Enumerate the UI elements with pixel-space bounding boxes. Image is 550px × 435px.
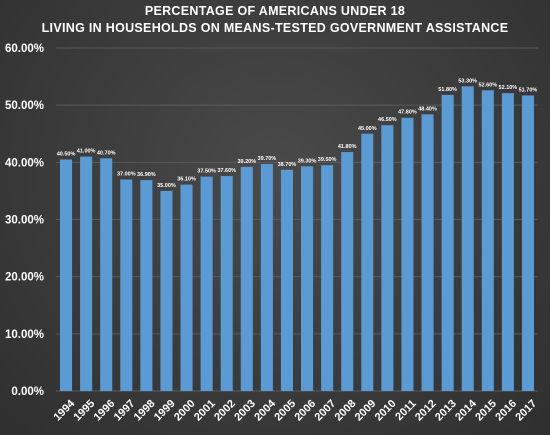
data-label-2013: 51.80% [438, 87, 457, 93]
y-axis-tick-labels: 0.00% 10.00% 20.00% 30.00% 40.00% 50.00% 60.00… [5, 43, 44, 398]
data-label-2017: 51.70% [519, 87, 538, 93]
bar-2001 [200, 176, 213, 391]
data-labels: 40.50% 41.00% 40.70% 37.00% 36.90%35.00%36.1… [57, 78, 538, 189]
x-tick-label-2011: 2011 [393, 398, 418, 423]
bar-2000 [180, 184, 193, 391]
x-tick-label-2014: 2014 [453, 397, 479, 423]
x-tick-label-2007: 2007 [313, 398, 339, 424]
bar-1997 [120, 179, 133, 391]
bar-2013 [441, 94, 454, 392]
x-tick-label-2013: 2013 [433, 398, 459, 424]
x-tick-label-2004: 2004 [252, 397, 278, 423]
x-tick-label-1995: 1995 [72, 398, 98, 424]
x-tick-label-1994: 1994 [51, 397, 77, 423]
data-label-2009: 45.00% [358, 126, 377, 132]
x-tick-label-2008: 2008 [333, 398, 359, 424]
data-label-2010: 46.50% [378, 117, 397, 123]
data-label-2007: 39.50% [318, 157, 337, 163]
y-tick-label: 40.00% [5, 157, 44, 169]
bar-1996 [100, 158, 113, 391]
bar-2007 [321, 165, 334, 391]
data-label-1999: 35.00% [157, 183, 176, 189]
data-label-2012: 48.40% [418, 106, 437, 112]
bar-2003 [240, 166, 253, 391]
bar-1999 [160, 190, 173, 391]
x-tick-label-1999: 1999 [152, 398, 178, 424]
y-tick-label: 20.00% [5, 272, 44, 284]
x-tick-label-2001: 2001 [192, 398, 218, 424]
x-tick-label-2012: 2012 [413, 398, 439, 424]
bar-2008 [341, 152, 354, 391]
bar-2014 [461, 86, 474, 391]
data-label-2000: 36.10% [177, 177, 196, 183]
x-tick-label-1997: 1997 [112, 398, 138, 424]
bar-1998 [140, 180, 153, 391]
bar-2006 [301, 166, 314, 391]
x-tick-label-2009: 2009 [353, 398, 379, 424]
bar-2016 [501, 93, 514, 391]
data-label-2014: 53.30% [458, 78, 477, 84]
data-label-2005: 38.70% [278, 162, 297, 168]
gridlines [56, 47, 538, 392]
bar-2015 [481, 90, 494, 391]
data-label-2002: 37.60% [217, 168, 236, 174]
bar-1995 [80, 156, 93, 391]
x-tick-label-2000: 2000 [172, 398, 198, 424]
chart-title-line-1: PERCENTAGE OF AMERICANS UNDER 18 [144, 4, 406, 18]
data-label-1996: 40.70% [97, 150, 116, 156]
bar-2004 [260, 164, 273, 391]
y-tick-label: 30.00% [5, 215, 44, 227]
x-tick-label-1996: 1996 [92, 398, 118, 424]
bar-2017 [521, 95, 534, 391]
data-label-2004: 39.70% [258, 156, 277, 162]
data-label-1997: 37.00% [117, 171, 136, 177]
data-label-2015: 52.60% [478, 82, 497, 88]
x-tick-label-2015: 2015 [473, 398, 499, 424]
data-label-2008: 41.80% [338, 144, 357, 150]
data-label-2003: 39.20% [237, 159, 256, 165]
y-tick-label: 10.00% [5, 329, 44, 341]
bars [60, 86, 534, 392]
bar-2011 [401, 117, 414, 391]
x-tick-label-2016: 2016 [493, 398, 519, 424]
x-tick-label-2006: 2006 [292, 398, 318, 424]
bar-1994 [60, 159, 73, 391]
data-label-1995: 41.00% [77, 149, 96, 155]
bar-2012 [421, 114, 434, 392]
data-label-2016: 52.10% [499, 85, 518, 91]
x-axis-tick-labels: 1994199519961997199819992000200120022003… [51, 397, 539, 423]
data-label-1998: 36.90% [137, 172, 156, 178]
x-tick-label-2002: 2002 [212, 398, 238, 424]
y-tick-label: 60.00% [5, 43, 44, 55]
bar-2010 [381, 125, 394, 392]
data-label-2001: 37.50% [197, 169, 216, 175]
x-tick-label-1998: 1998 [132, 398, 158, 424]
data-label-2006: 39.30% [298, 158, 317, 164]
x-tick-label-2017: 2017 [513, 398, 539, 424]
bar-2009 [361, 133, 374, 391]
chart-title-line-2: LIVING IN HOUSEHOLDS ON MEANS-TESTED GOV… [41, 21, 509, 35]
data-label-2011: 47.80% [398, 110, 417, 116]
x-tick-label-2003: 2003 [232, 398, 258, 424]
y-tick-label: 0.00% [11, 386, 44, 398]
data-label-1994: 40.50% [57, 151, 76, 157]
y-tick-label: 50.00% [5, 100, 44, 112]
x-tick-label-2010: 2010 [373, 398, 399, 424]
bar-2005 [280, 169, 293, 391]
x-tick-label-2005: 2005 [272, 398, 298, 424]
bar-2002 [220, 176, 233, 391]
